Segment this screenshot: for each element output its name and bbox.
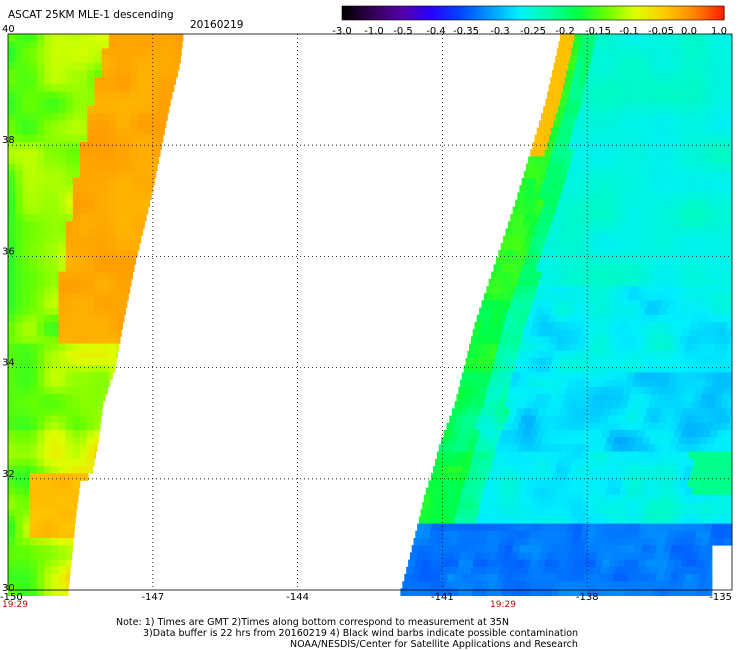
x-tick-label: -135 xyxy=(709,592,732,603)
colorbar-tick-label: -0.1 xyxy=(619,26,639,37)
swath-east xyxy=(400,34,733,596)
colorbar-tick-label: -0.35 xyxy=(453,26,479,37)
colorbar-tick-label: -0.05 xyxy=(648,26,674,37)
colorbar-tick-label: -0.3 xyxy=(490,26,510,37)
colorbar-tick-labels: -3.0 -1.0 -0.5 -0.4 -0.35 -0.3 -0.25 -0.2 -0.15-… xyxy=(332,26,727,37)
colorbar-tick-label: -0.25 xyxy=(520,26,546,37)
colorbar-tick-label: -0.15 xyxy=(585,26,611,37)
swath-time-west: 19:29 xyxy=(2,600,28,610)
note-line-1: Note: 1) Times are GMT 2)Times along bot… xyxy=(116,617,509,628)
colorbar-tick-label: -0.2 xyxy=(555,26,575,37)
x-tick-label: -147 xyxy=(141,592,164,603)
y-axis-tick-labels: 30 32 34 36 38 40 xyxy=(2,24,15,594)
colorbar-tick-label: -3.0 xyxy=(332,26,352,37)
x-tick-label: -141 xyxy=(431,592,454,603)
x-tick-label: -150 xyxy=(0,592,23,603)
x-tick-label: -138 xyxy=(576,592,599,603)
y-tick-label: 36 xyxy=(2,246,15,257)
credit-line: NOAA/NESDIS/Center for Satellite Applica… xyxy=(290,639,578,650)
map-plot-area xyxy=(7,33,733,596)
colorbar-tick-label: 1.0 xyxy=(711,26,727,37)
colorbar-tick-label: -1.0 xyxy=(364,26,384,37)
colorbar xyxy=(341,5,725,21)
gridlines xyxy=(8,34,732,590)
colorbar-tick-label: -0.4 xyxy=(426,26,446,37)
y-tick-label: 34 xyxy=(2,358,15,369)
note-line-2: 3)Data buffer is 22 hrs from 20160219 4)… xyxy=(143,628,578,639)
y-tick-label: 40 xyxy=(2,24,15,35)
y-tick-label: 38 xyxy=(2,135,15,146)
map-title: ASCAT 25KM MLE-1 descending xyxy=(8,9,174,21)
colorbar-tick-label: 0.0 xyxy=(681,26,697,37)
y-tick-label: 32 xyxy=(2,469,15,480)
x-tick-label: -144 xyxy=(286,592,309,603)
x-axis-tick-labels: -150 -147 -144 -141 -138 -135 xyxy=(0,592,732,603)
map-date: 20160219 xyxy=(190,19,243,31)
swath-time-east: 19:29 xyxy=(490,600,516,610)
swath-west xyxy=(8,34,184,596)
colorbar-tick-label: -0.5 xyxy=(393,26,413,37)
y-tick-label: 30 xyxy=(2,583,15,594)
